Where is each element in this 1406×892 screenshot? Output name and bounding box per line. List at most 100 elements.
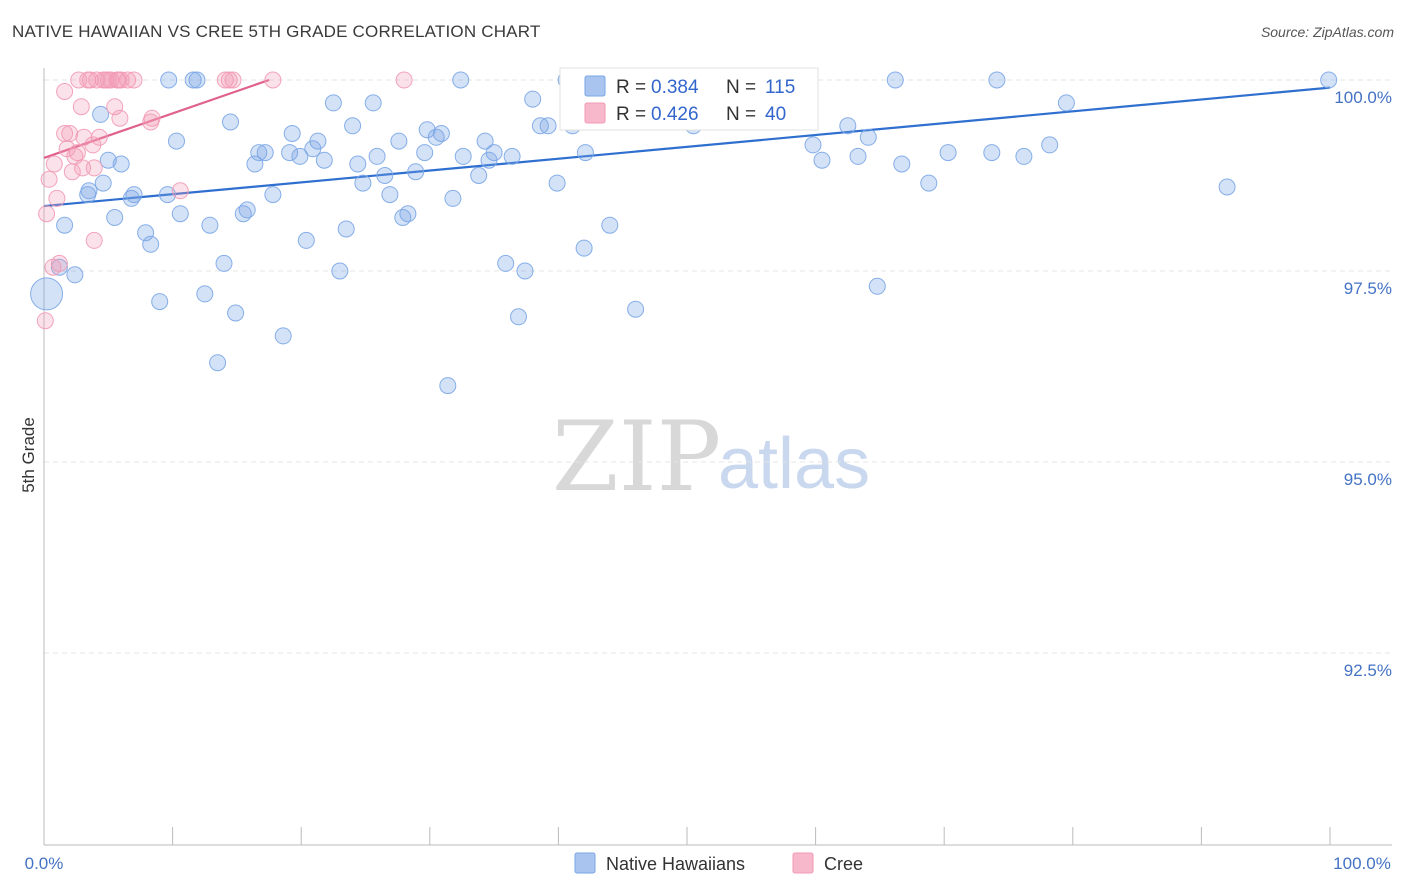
native-hawaiians-point xyxy=(151,293,169,311)
native-hawaiians-point xyxy=(575,239,593,257)
series-legend: Native Hawaiians Cree xyxy=(574,852,863,874)
stats-n-value-1: 115 xyxy=(765,77,795,98)
native-hawaiians-point xyxy=(171,205,189,223)
watermark-zip: ZIP xyxy=(552,401,721,513)
native-hawaiians-point xyxy=(184,71,202,89)
native-hawaiians-point xyxy=(246,155,264,173)
cree-point xyxy=(61,125,79,142)
chart-title: NATIVE HAWAIIAN VS CREE 5TH GRADE CORREL… xyxy=(12,22,541,41)
cree-point xyxy=(85,159,103,177)
native-hawaiians-point xyxy=(804,136,822,154)
cree-point xyxy=(119,71,137,89)
native-hawaiians-point xyxy=(324,94,342,112)
native-hawaiians-point xyxy=(94,174,112,192)
stats-n-value-2: 40 xyxy=(765,104,786,125)
native-hawaiians-point xyxy=(125,186,143,204)
native-hawaiians-point xyxy=(30,277,64,311)
cree-point xyxy=(45,155,63,173)
native-hawaiians-point xyxy=(168,132,185,150)
native-hawaiians-point xyxy=(222,113,239,131)
y-axis-label: 5th Grade xyxy=(19,417,38,493)
native-hawaiians-point xyxy=(250,144,268,162)
stats-box: R = 0.384 N = 115 R = 0.426 N = 40 xyxy=(559,67,819,131)
native-hawaiians-point xyxy=(1057,94,1075,112)
native-hawaiians-point xyxy=(331,262,349,280)
native-hawaiians-point xyxy=(407,163,425,181)
native-hawaiians-point xyxy=(454,147,472,165)
cree-point xyxy=(264,71,282,89)
native-hawaiians-point xyxy=(416,144,434,162)
legend-label-native-hawaiians: Native Hawaiians xyxy=(606,854,745,874)
y-tick-label-95: 95.0% xyxy=(1344,470,1392,489)
cree-point xyxy=(81,71,99,89)
native-hawaiians-point xyxy=(201,216,219,234)
native-hawaiians-point xyxy=(1320,71,1338,89)
native-hawaiians-point xyxy=(470,167,488,184)
native-hawaiians-point xyxy=(497,254,515,272)
native-hawaiians-point xyxy=(227,304,245,322)
y-tick-label-100: 100.0% xyxy=(1334,88,1392,107)
native-hawaiians-point xyxy=(868,277,886,295)
native-hawaiians-point xyxy=(849,147,867,165)
stats-r-label-1: R = xyxy=(616,77,646,98)
native-hawaiians-point xyxy=(368,147,386,165)
native-hawaiians-point xyxy=(485,144,503,162)
native-hawaiians-point xyxy=(297,231,315,249)
native-hawaiians-point xyxy=(920,174,938,192)
native-hawaiians-point xyxy=(315,151,333,169)
cree-point xyxy=(143,109,161,127)
native-hawaiians-point xyxy=(209,354,227,372)
native-hawaiians-point xyxy=(291,147,309,165)
native-hawaiians-point xyxy=(215,254,233,272)
cree-point xyxy=(50,254,68,272)
native-hawaiians-point xyxy=(344,117,362,135)
native-hawaiians-point xyxy=(238,201,256,219)
cree-point xyxy=(112,71,130,89)
native-hawaiians-point xyxy=(503,147,521,165)
native-hawaiians-point xyxy=(939,144,957,162)
native-hawaiians-point xyxy=(66,266,84,284)
axes xyxy=(43,68,1392,846)
native-hawaiians-point xyxy=(1218,178,1236,196)
legend-label-cree: Cree xyxy=(824,854,863,874)
cree-point xyxy=(38,205,56,223)
stats-n-label-1: N = xyxy=(726,77,756,98)
native-hawaiians-point xyxy=(309,132,327,150)
native-hawaiians-point xyxy=(983,144,1001,162)
x-tick-label-min: 0.0% xyxy=(25,854,64,873)
native-hawaiians-point xyxy=(283,125,301,142)
stats-swatch-native-hawaiians xyxy=(584,75,606,97)
native-hawaiians-trend-line xyxy=(43,86,1331,208)
cree-point xyxy=(74,159,92,177)
y-tick-label-97.5: 97.5% xyxy=(1344,279,1392,298)
native-hawaiians-point xyxy=(196,285,214,303)
native-hawaiians-point xyxy=(444,189,462,207)
legend-swatch-cree xyxy=(792,852,814,874)
gridlines xyxy=(44,79,1392,654)
stats-r-label-2: R = xyxy=(616,104,646,125)
native-hawaiians-point xyxy=(1041,136,1059,154)
native-hawaiians-point xyxy=(364,94,382,112)
cree-point xyxy=(72,98,90,116)
cree-point xyxy=(395,71,413,89)
cree-point xyxy=(220,71,238,89)
native-hawaiians-point xyxy=(476,132,494,150)
y-tick-label-92.5: 92.5% xyxy=(1344,661,1392,680)
y-tick-labels: 92.5% 95.0% 97.5% 100.0% xyxy=(1334,88,1392,680)
cree-point xyxy=(171,182,189,200)
native-hawaiians-point xyxy=(452,71,470,89)
stats-swatch-cree xyxy=(584,102,606,124)
native-hawaiians-point xyxy=(337,220,355,238)
cree-point xyxy=(88,71,106,89)
cree-point xyxy=(48,189,66,207)
native-hawaiians-point xyxy=(92,105,110,123)
native-hawaiians-point xyxy=(112,155,130,173)
native-hawaiians-point xyxy=(439,377,457,395)
native-hawaiians-point xyxy=(601,216,619,234)
native-hawaiians-point xyxy=(432,125,450,142)
cree-point xyxy=(56,83,74,100)
native-hawaiians-point xyxy=(256,144,274,162)
cree-point xyxy=(68,144,86,162)
cree-point xyxy=(111,109,129,127)
